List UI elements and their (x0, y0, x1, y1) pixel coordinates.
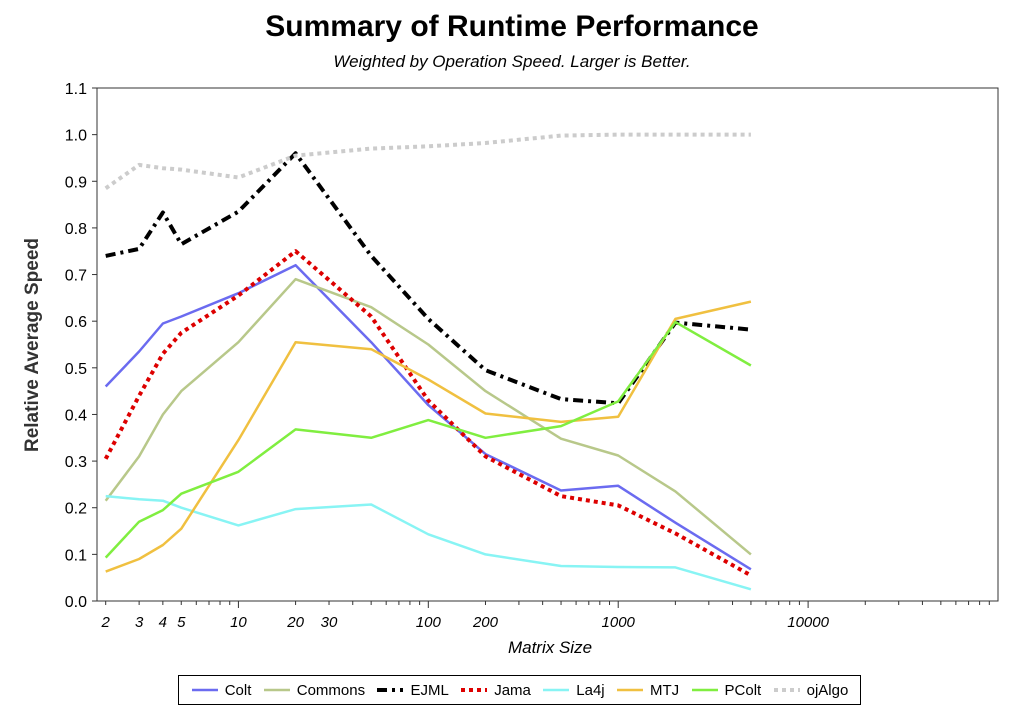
legend-item-la4j: La4j (542, 681, 605, 699)
legend-item-pcolt: PColt (691, 681, 762, 699)
y-tick-label: 0.0 (65, 594, 87, 611)
y-tick-label: 0.5 (65, 361, 87, 378)
chart-subtitle: Weighted by Operation Speed. Larger is B… (333, 52, 691, 71)
legend-label: ojAlgo (806, 681, 849, 699)
x-axis-label: Matrix Size (507, 638, 593, 657)
legend-swatch (461, 688, 488, 692)
x-tick-label: 3 (135, 614, 144, 631)
series-line-pcolt (104, 320, 752, 559)
legend-item-colt: Colt (191, 681, 252, 699)
legend-swatch (691, 688, 718, 692)
x-tick-label: 4 (159, 614, 167, 631)
legend-item-commons: Commons (263, 682, 365, 699)
y-tick-label: 0.8 (65, 221, 87, 238)
x-tick-label: 10 (230, 614, 247, 631)
series-line-colt (104, 263, 752, 571)
legend-label: Jama (494, 681, 531, 699)
legend-item-jama: Jama (460, 682, 531, 699)
legend-swatch (543, 688, 570, 692)
x-tick-label: 200 (472, 614, 499, 631)
y-tick-label: 0.4 (65, 407, 87, 424)
series-line-ejml (105, 151, 752, 406)
legend-item-ejml: EJML (376, 681, 449, 699)
series-line-commons (104, 277, 752, 556)
legend-label: MTJ (650, 681, 680, 699)
legend-label: Commons (296, 681, 366, 699)
y-tick-label: 0.7 (65, 268, 87, 285)
x-tick-label: 10000 (787, 614, 829, 631)
legend-label: EJML (410, 681, 449, 699)
y-tick-label: 0.2 (65, 501, 87, 518)
legend-item-mtj: MTJ (616, 682, 679, 699)
legend-label: PColt (724, 681, 762, 699)
legend-swatch (191, 688, 218, 692)
x-tick-label: 30 (321, 614, 338, 631)
plot-area: 0.0 0.1 0.2 0.3 0.4 0.5 0.6 0.7 0.8 0.9 1.0 1.1 2 3 4 5… (65, 81, 999, 631)
y-tick-label: 1.1 (65, 81, 87, 98)
y-tick-label: 0.3 (65, 454, 87, 471)
legend-swatch (263, 688, 290, 692)
legend-label: La4j (576, 681, 605, 699)
legend-swatch (773, 688, 800, 692)
x-tick-label: 5 (177, 614, 186, 631)
series-line-jama (103, 249, 752, 578)
series-line-ojalgo (104, 132, 751, 190)
legend-swatch (377, 688, 404, 692)
x-tick-label: 20 (286, 614, 304, 631)
y-tick-label: 1.0 (65, 128, 87, 145)
x-tick-label: 2 (101, 614, 111, 631)
x-tick-label: 100 (416, 614, 442, 631)
y-tick-label: 0.6 (65, 314, 87, 331)
plot-frame (96, 87, 999, 602)
y-tick-label: 0.9 (65, 174, 87, 191)
series-line-la4j (105, 494, 752, 591)
x-tick-label: 1000 (602, 614, 636, 631)
series-line-mtj (105, 300, 752, 573)
y-tick-label: 0.1 (65, 547, 87, 564)
legend-swatch (617, 688, 643, 692)
legend-label: Colt (224, 681, 252, 699)
legend: Colt Commons EJML Jama La4j MTJ PColt ojAlgo (178, 675, 861, 705)
legend-item-ojalgo: ojAlgo (773, 681, 849, 699)
chart-title: Summary of Runtime Performance (265, 10, 759, 43)
